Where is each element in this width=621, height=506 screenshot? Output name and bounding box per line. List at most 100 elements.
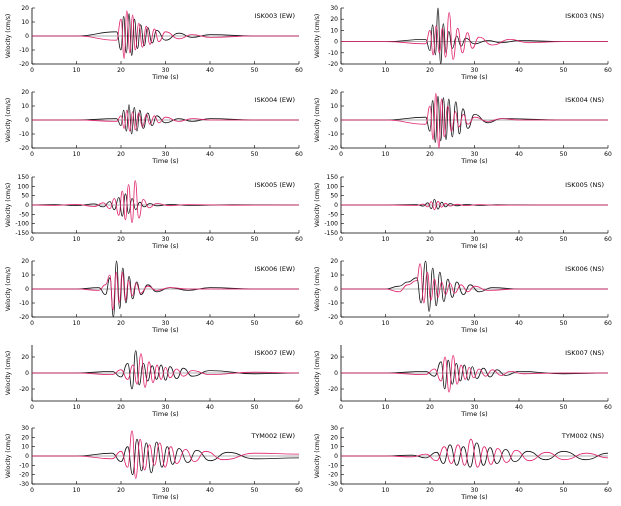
x-tick-label: 60 [295,487,303,494]
x-tick-label: 30 [162,236,170,243]
black-velocity-trace [341,442,609,468]
y-tick-label: 0 [25,453,29,460]
y-tick-label: 10 [21,272,29,279]
x-tick-label: 40 [515,236,523,243]
y-tick-label: -20 [19,314,29,321]
y-tick-label: 10 [21,103,29,110]
y-tick-label: -150 [324,230,338,237]
y-tick-label: -10 [328,50,338,57]
x-tick-label: 20 [426,320,434,327]
y-tick-label: 20 [330,16,338,23]
y-axis-label: Velocity (cm/s) [5,98,12,142]
x-tick-label: 40 [515,67,523,74]
x-tick-label: 60 [295,151,303,158]
station-label: ISK006 (EW) [255,265,295,273]
station-label: ISK004 (NS) [565,96,604,104]
x-axis-label: Time (s) [460,242,487,250]
black-velocity-trace [31,193,300,217]
x-tick-label: 50 [560,404,568,411]
station-label: ISK005 (EW) [255,181,295,189]
x-tick-label: 10 [73,151,81,158]
x-tick-label: 10 [382,67,390,74]
y-tick-label: 50 [330,193,338,200]
red-velocity-trace [341,93,608,149]
y-tick-label: -10 [19,462,29,469]
x-tick-label: 10 [382,404,390,411]
y-tick-label: -10 [328,462,338,469]
y-tick-label: -30 [328,481,338,488]
x-tick-label: 50 [560,67,568,74]
x-tick-label: 30 [162,151,170,158]
x-tick-label: 60 [295,67,303,74]
x-tick-label: 0 [30,236,34,243]
y-tick-label: 0 [334,117,338,124]
x-axis-label: Time (s) [151,326,178,334]
panel-tym002-ew: 0 10 20 30 40 50 60 30 20 10 0 -10 -20 -30 Velocity (c… [5,425,303,501]
x-tick-label: 60 [604,320,612,327]
black-velocity-trace [341,95,608,143]
x-tick-label: 20 [117,236,125,243]
y-tick-label: 150 [327,174,339,181]
x-tick-label: 60 [604,67,612,74]
panel-isk003-ns: 0 10 20 30 40 50 60 30 20 10 0 -10 -20 Velocity (cm/s… [314,5,612,81]
x-tick-label: 0 [30,151,34,158]
x-tick-label: 50 [251,67,259,74]
y-tick-label: -30 [19,481,29,488]
y-tick-label: 10 [21,444,29,451]
x-axis-label: Time (s) [151,242,178,250]
panel-isk007-ew: 0 10 20 30 40 50 60 20 0 -20 Velocity (cm/s) Time (… [5,345,303,418]
x-axis-label: Time (s) [460,326,487,334]
x-tick-label: 0 [339,487,343,494]
x-tick-label: 20 [426,404,434,411]
x-tick-label: 40 [206,151,214,158]
black-velocity-trace [341,260,608,312]
y-tick-label: -20 [328,386,338,393]
x-tick-label: 30 [162,487,170,494]
red-velocity-trace [341,200,608,211]
panel-isk004-ns: 0 10 20 30 40 50 60 20 10 0 -10 -20 Velocity (cm/s) T… [314,89,612,165]
y-tick-label: 30 [330,5,338,12]
station-label: ISK005 (NS) [565,181,604,189]
x-axis-label: Time (s) [460,157,487,165]
y-tick-label: 0 [25,33,29,40]
red-velocity-trace [31,180,300,224]
x-tick-label: 10 [382,236,390,243]
x-tick-label: 40 [206,404,214,411]
x-axis-label: Time (s) [460,410,487,418]
y-tick-label: 150 [18,174,30,181]
red-velocity-trace [32,109,299,132]
red-velocity-trace [32,353,300,388]
x-tick-label: 50 [560,151,568,158]
station-label: ISK003 (NS) [565,12,604,20]
y-tick-label: -100 [324,221,338,228]
y-tick-label: 10 [330,444,338,451]
x-tick-label: 60 [604,404,612,411]
y-tick-label: 50 [21,193,29,200]
y-tick-label: -20 [328,472,338,479]
x-tick-label: 30 [471,236,479,243]
y-axis-label: Velocity (cm/s) [314,267,321,311]
x-tick-label: 20 [426,67,434,74]
panel-isk005-ew: 0 10 20 30 40 50 60 150 100 50 0 -50 -100 -150Velocit… [5,174,303,250]
y-tick-label: 20 [330,434,338,441]
y-axis-label: Velocity (cm/s) [5,267,12,311]
x-tick-label: 60 [295,236,303,243]
x-tick-label: 0 [30,67,34,74]
y-tick-label: 20 [21,258,29,265]
y-axis-label: Velocity (cm/s) [314,351,321,395]
y-axis-label: Velocity (cm/s) [5,351,12,395]
y-axis-label: Velocity (cm/s) [5,434,12,478]
x-tick-label: 30 [162,320,170,327]
station-label: ISK003 (EW) [255,12,295,20]
x-tick-label: 0 [339,151,343,158]
station-label: ISK006 (NS) [565,265,604,273]
y-tick-label: 20 [21,5,29,12]
x-tick-label: 30 [471,404,479,411]
x-tick-label: 10 [73,67,81,74]
x-tick-label: 30 [162,404,170,411]
y-tick-label: -20 [328,145,338,152]
red-velocity-trace [341,263,608,304]
x-tick-label: 40 [515,151,523,158]
x-tick-label: 20 [426,236,434,243]
